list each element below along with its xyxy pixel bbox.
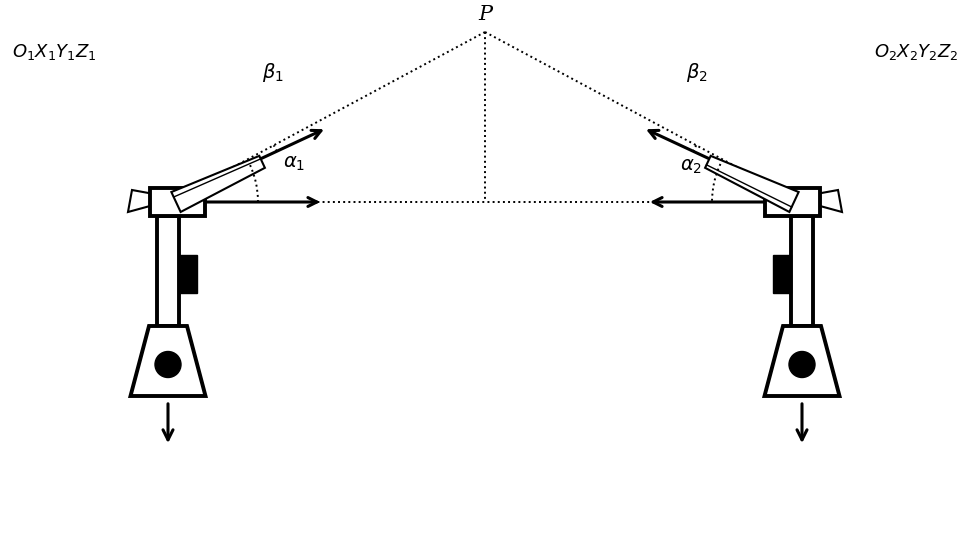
Text: $\beta_1$: $\beta_1$	[262, 61, 284, 83]
Circle shape	[155, 352, 181, 377]
Polygon shape	[128, 190, 154, 212]
Polygon shape	[172, 156, 265, 212]
Bar	[790, 216, 812, 326]
Bar	[772, 255, 790, 293]
Text: $\beta_2$: $\beta_2$	[685, 61, 707, 83]
Bar	[150, 188, 204, 216]
Text: $O_2X_2Y_2Z_2$: $O_2X_2Y_2Z_2$	[873, 42, 957, 62]
Bar	[179, 255, 197, 293]
Text: P: P	[478, 5, 491, 24]
Polygon shape	[131, 326, 205, 396]
Text: $\alpha_1$: $\alpha_1$	[283, 155, 305, 173]
Text: $\alpha_2$: $\alpha_2$	[679, 158, 702, 176]
Text: $O_1X_1Y_1Z_1$: $O_1X_1Y_1Z_1$	[12, 42, 96, 62]
Polygon shape	[815, 190, 841, 212]
Circle shape	[788, 352, 814, 377]
Polygon shape	[704, 156, 797, 212]
Bar	[157, 216, 179, 326]
Polygon shape	[764, 326, 838, 396]
Bar	[765, 188, 819, 216]
